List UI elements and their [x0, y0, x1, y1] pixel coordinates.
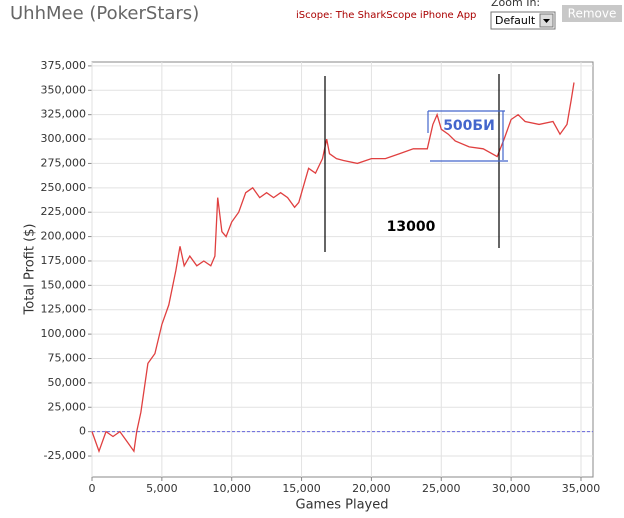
annotation: 13000 — [387, 219, 436, 235]
app-link[interactable]: iScope: The SharkScope iPhone App — [296, 10, 476, 21]
zoom-label: Zoom In: — [491, 0, 540, 9]
y-tick-label: -25,000 — [44, 449, 86, 462]
y-tick-label: 225,000 — [41, 205, 87, 218]
remove-button[interactable]: Remove — [562, 5, 622, 22]
x-tick-label: 0 — [89, 482, 96, 495]
annotation-lines — [324, 74, 508, 252]
y-tick-label: 300,000 — [41, 132, 87, 145]
y-tick-label: 175,000 — [41, 254, 87, 267]
x-tick-label: 15,000 — [282, 482, 321, 495]
marks — [91, 82, 575, 454]
y-tick-label: 375,000 — [41, 59, 87, 72]
y-tick-label: 0 — [79, 425, 86, 438]
x-tick-label: 5,000 — [146, 482, 178, 495]
x-tick-label: 10,000 — [212, 482, 251, 495]
annotation: 500БИ — [443, 118, 495, 134]
y-tick-label: 100,000 — [41, 327, 87, 340]
x-tick-label: 30,000 — [492, 482, 531, 495]
y-tick-label: 200,000 — [41, 230, 87, 243]
grid: -25,000 0 25,000 50,000 75,000 100,000 125,000… — [41, 59, 601, 495]
x-tick-label: 25,000 — [422, 482, 461, 495]
x-tick-label: 20,000 — [352, 482, 391, 495]
y-tick-label: 275,000 — [41, 156, 87, 169]
profit-line — [91, 82, 575, 454]
y-axis-title: Total Profit ($) — [23, 224, 38, 316]
plot-area — [91, 61, 594, 478]
zoom-value: Default — [495, 14, 536, 27]
y-tick-label: 250,000 — [41, 181, 87, 194]
zoom-select[interactable]: Default — [490, 11, 556, 30]
y-tick-label: 75,000 — [48, 351, 87, 364]
y-tick-label: 125,000 — [41, 303, 87, 316]
page-title: UhhMee (PokerStars) — [10, 3, 199, 24]
x-tick-label: 35,000 — [562, 482, 601, 495]
y-tick-label: 50,000 — [48, 376, 87, 389]
button-label: Remove — [568, 7, 617, 21]
x-axis-title: Games Played — [296, 498, 389, 513]
y-tick-label: 150,000 — [41, 278, 87, 291]
y-tick-label: 325,000 — [41, 108, 87, 121]
y-tick-label: 350,000 — [41, 83, 87, 96]
y-tick-label: 25,000 — [48, 400, 87, 413]
